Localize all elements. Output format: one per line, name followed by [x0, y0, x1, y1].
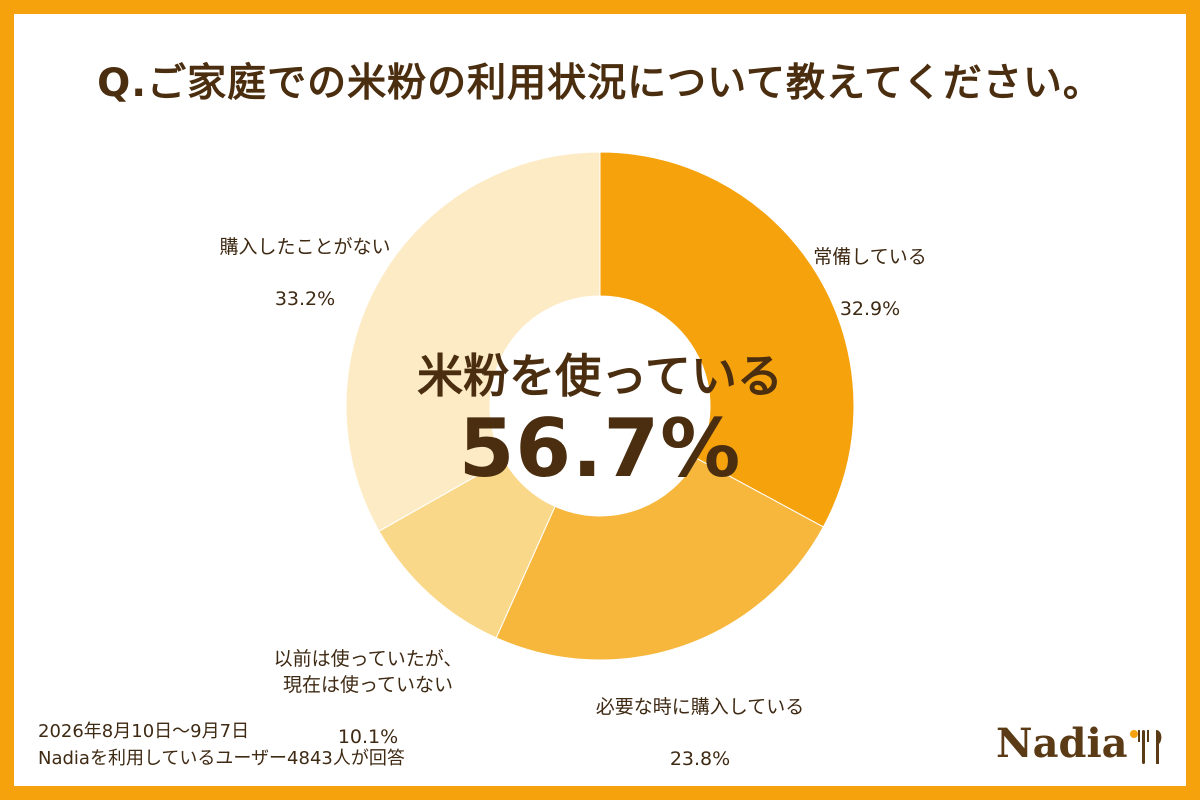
logo-text: Nadia	[996, 720, 1128, 767]
slice-jobi	[599, 151, 855, 528]
slice-label-izen: 以前は使っていたが、現在は使っていない 10.1%	[268, 620, 468, 776]
slice-category-jobi: 常備している	[813, 246, 927, 268]
center-text: 米粉を使っている	[417, 349, 783, 403]
slice-hitsuyou	[495, 457, 825, 661]
survey-footer: 2026年8月10日～9月7日 Nadiaを利用しているユーザー4843人が回答	[38, 718, 405, 772]
slice-label-hitsuyou: 必要な時に購入している 23.8%	[560, 668, 840, 798]
center-value: 56.7%	[458, 402, 742, 495]
slice-value-hitsuyou: 23.8%	[669, 748, 731, 770]
donut-center-label: 米粉を使っている 56.7%	[400, 348, 800, 494]
cutlery-icon	[1137, 730, 1161, 764]
slice-value-kounyu-nashi: 33.2%	[274, 288, 336, 310]
slice-category-hitsuyou: 必要な時に購入している	[595, 696, 805, 718]
slice-category-izen: 以前は使っていたが、現在は使っていない	[273, 648, 463, 696]
slice-izen	[378, 459, 556, 639]
slice-value-izen: 10.1%	[337, 726, 399, 748]
slice-kounyu-nashi	[345, 151, 601, 532]
flower-icon	[1129, 730, 1138, 738]
slice-label-kounyu-nashi: 購入したことがない 33.2%	[190, 208, 420, 338]
survey-period: 2026年8月10日～9月7日	[38, 721, 250, 742]
slice-category-kounyu-nashi: 購入したことがない	[219, 236, 391, 258]
survey-respondents: Nadiaを利用しているユーザー4843人が回答	[38, 748, 405, 769]
chart-title: Q.ご家庭での米粉の利用状況について教えてください。	[97, 61, 1103, 106]
slice-value-jobi: 32.9%	[839, 298, 901, 320]
slice-label-jobi: 常備している 32.9%	[760, 218, 980, 348]
nadia-logo: Nadia	[996, 722, 1166, 766]
